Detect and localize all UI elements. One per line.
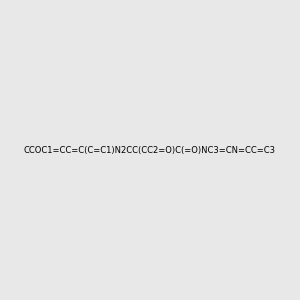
Text: CCOC1=CC=C(C=C1)N2CC(CC2=O)C(=O)NC3=CN=CC=C3: CCOC1=CC=C(C=C1)N2CC(CC2=O)C(=O)NC3=CN=C… <box>24 146 276 154</box>
